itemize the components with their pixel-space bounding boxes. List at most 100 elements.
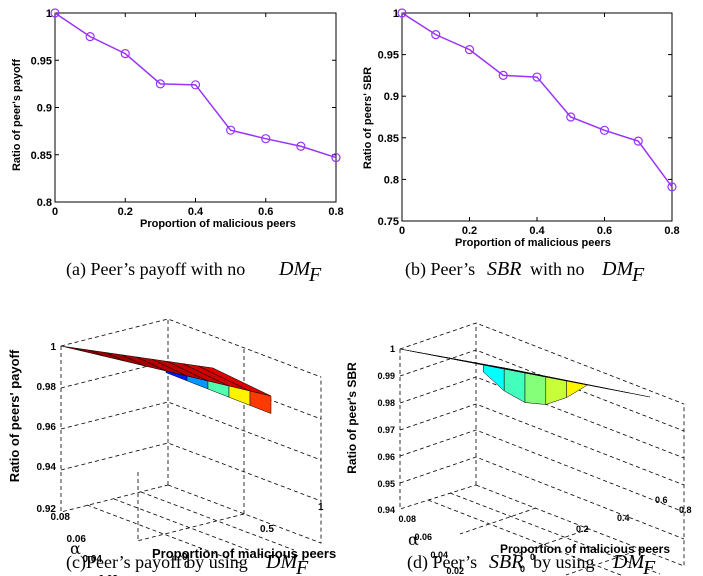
y-axis-label-a: Ratio of peer's payoff [11,59,23,171]
surface-facet [524,372,547,405]
z-tick-label: 0.99 [377,371,395,381]
x-axis-label-c: Proportion of malicious peers [152,546,336,561]
surface-facet [545,376,567,405]
caption-d-text2: by using [533,552,595,572]
z-tick-label: 0.92 [37,504,57,515]
x-tick-label: 0 [182,552,188,563]
y-tick-label: 0.06 [67,534,87,545]
x-axis-label-a: Proportion of malicious peers [140,218,296,230]
caption-b-text: (b) Peer’s [405,259,475,280]
x-tick-label: 0.2 [118,206,133,218]
x-tick-label: 0.4 [617,513,630,523]
caption-d-symbol: DM [612,551,645,573]
data-point [397,8,407,18]
panel-b-line-chart: 0 0.2 0.4 0.6 0.8 0.75 0.8 0.85 0.9 0.95 1 Proport… [362,8,680,249]
y-tick-label: 0.95 [31,55,52,67]
x-tick-label: 0.8 [664,225,679,237]
y-tick-label: 1 [393,8,399,20]
y-tick-label: 0.8 [37,197,52,209]
panel-a-line-chart: 0 0.2 0.4 0.6 0.8 0.8 0.85 0.9 0.95 1 Proportion … [11,8,344,230]
surface-c [60,345,272,414]
x-tick-label: 0.6 [258,206,273,218]
x-tick-label: 0.2 [462,225,477,237]
x-tick-label: 0.5 [260,524,274,535]
caption-a-text: (a) Peer’s payoff with no [66,259,245,280]
caption-a: (a) Peer’s payoff with no DM F [66,258,322,286]
y-tick-label: 0.02 [99,574,119,576]
plot-frame-a [54,12,337,203]
x-tick-label: 0.2 [576,524,589,534]
x-tick-label: 0 [399,225,405,237]
caption-d: (d) Peer’s SBR by using DM F [407,551,656,576]
z-axis-label-c: Ratio of peers' payoff [7,349,22,482]
caption-d-text: (d) Peer’s [407,552,477,573]
x-axis-label-d: Proportion of malicious peers [500,542,670,556]
panel-d-surface-chart: 1 0.99 0.98 0.97 0.96 0.95 0.940.08 0.06 0.04 0.0… [345,322,692,576]
caption-b-sbr: SBR [487,258,521,280]
data-point [85,32,95,42]
caption-b-text2: with no [530,259,585,279]
y-tick-label: 0 [520,564,525,574]
y-tick-label: 0.9 [384,91,399,103]
z-tick-label: 0.95 [377,479,395,489]
data-point [155,79,165,89]
z-tick-label: 0.98 [37,382,57,393]
y-tick-label: 0.85 [31,150,52,162]
z-tick-label: 0.98 [377,398,395,408]
z-tick-label: 0.94 [37,462,57,473]
data-point [599,125,610,135]
y-tick-label: 0 [184,560,190,571]
caption-a-symbol: DM [278,258,311,280]
x-tick-label: 0.8 [679,505,692,515]
x-tick-label: 0.4 [529,225,545,237]
data-point [633,136,643,146]
y-axis-label-d: α [408,530,419,549]
x-tick-label: 0.4 [188,206,204,218]
y-axis-label-c: α [70,539,81,558]
data-point [532,72,542,82]
z-tick-label: 1 [390,344,395,354]
data-point [431,30,441,40]
data-point [566,112,576,122]
z-tick-label: 0.96 [37,422,57,433]
caption-d-subscript: F [642,557,656,576]
y-tick-label: 0.75 [378,216,399,228]
data-point [667,182,677,192]
surface-facet [566,380,589,398]
y-axis-label-b: Ratio of peers' SBR [362,67,374,169]
data-point [331,152,341,163]
x-tick-label: 0 [52,206,58,218]
y-tick-label: 0.85 [378,133,399,145]
surface-d [399,348,651,405]
y-tick-label: 0.8 [384,174,399,186]
data-point [190,80,201,90]
y-tick-label: 0.08 [51,512,71,523]
surface-facet [483,364,505,392]
surface-facet [503,368,526,403]
caption-d-sbr: SBR [489,551,523,573]
z-axis-label-d: Ratio of peer's SBR [345,362,359,474]
z-tick-label: 0.96 [377,452,395,462]
z-tick-label: 0.97 [377,425,395,435]
x-axis-label-b: Proportion of malicious peers [455,237,611,249]
caption-b-subscript: F [631,264,645,286]
surface-facet [500,367,651,398]
surface-facet [249,390,272,414]
caption-c: (c)Peer’s payoff by using DM F [66,551,309,576]
y-tick-label: 0.95 [378,50,399,62]
panel-c-surface-chart: 10.980.960.940.920.080.060.040.02000.51 … [7,318,336,576]
caption-c-text: (c)Peer’s payoff by using [66,552,248,573]
y-tick-label: 0.06 [414,532,432,542]
x-tick-label: 0 [530,552,535,562]
y-tick-label: 0.04 [430,550,448,560]
z-tick-label: 1 [50,342,56,353]
z-tick-label: 0.94 [377,505,395,515]
plot-frame-b [401,12,673,222]
data-point [50,8,60,18]
data-point [226,125,236,135]
data-point [296,141,306,151]
x-tick-label: 1 [318,502,324,513]
y-tick-label: 1 [46,8,52,20]
series-line-a [54,12,337,159]
